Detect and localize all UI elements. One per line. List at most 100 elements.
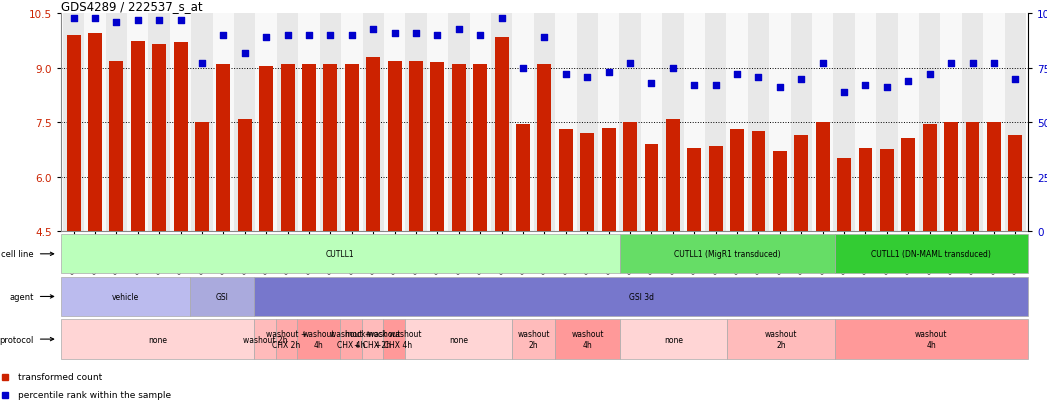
- Bar: [687, 148, 701, 231]
- Bar: [384, 14, 405, 231]
- Bar: [795, 135, 808, 231]
- Bar: [705, 14, 727, 231]
- Bar: [213, 14, 235, 231]
- Point: [878, 85, 895, 91]
- Point: [793, 76, 809, 83]
- Bar: [362, 14, 384, 231]
- Text: mock washout
+ CHX 2h: mock washout + CHX 2h: [344, 330, 400, 349]
- Point: [600, 70, 617, 76]
- Point: [364, 26, 381, 33]
- Bar: [598, 14, 620, 231]
- Text: washout
4h: washout 4h: [915, 330, 948, 349]
- Bar: [67, 36, 81, 231]
- Bar: [324, 65, 337, 231]
- Bar: [833, 14, 854, 231]
- Point: [750, 74, 766, 81]
- Point: [985, 61, 1002, 68]
- Bar: [577, 14, 598, 231]
- Bar: [61, 277, 190, 316]
- Bar: [727, 14, 748, 231]
- Point: [215, 33, 231, 39]
- Bar: [190, 277, 254, 316]
- Bar: [281, 65, 294, 231]
- Bar: [149, 14, 170, 231]
- Bar: [1008, 135, 1022, 231]
- Bar: [623, 123, 637, 231]
- Text: cell line: cell line: [1, 250, 34, 259]
- Bar: [366, 58, 380, 231]
- Bar: [276, 14, 298, 231]
- Bar: [192, 14, 213, 231]
- Bar: [876, 14, 897, 231]
- Bar: [340, 320, 361, 359]
- Bar: [580, 134, 595, 231]
- Bar: [1005, 14, 1026, 231]
- Bar: [127, 14, 149, 231]
- Bar: [430, 63, 444, 231]
- Point: [772, 85, 788, 91]
- Bar: [555, 320, 620, 359]
- Point: [708, 83, 725, 89]
- Bar: [620, 14, 641, 231]
- Bar: [752, 132, 765, 231]
- Bar: [473, 65, 487, 231]
- Text: vehicle: vehicle: [112, 292, 139, 301]
- Text: washout +
CHX 2h: washout + CHX 2h: [266, 330, 307, 349]
- Bar: [620, 235, 834, 274]
- Bar: [319, 14, 341, 231]
- Bar: [897, 14, 919, 231]
- Bar: [405, 320, 512, 359]
- Bar: [195, 123, 209, 231]
- Bar: [555, 14, 577, 231]
- Point: [343, 33, 360, 39]
- Bar: [512, 320, 555, 359]
- Text: washout
2h: washout 2h: [517, 330, 550, 349]
- Bar: [427, 14, 448, 231]
- Bar: [405, 14, 427, 231]
- Bar: [254, 320, 275, 359]
- Bar: [748, 14, 770, 231]
- Text: protocol: protocol: [0, 335, 34, 344]
- Bar: [602, 128, 616, 231]
- Bar: [235, 14, 255, 231]
- Bar: [275, 320, 297, 359]
- Bar: [491, 14, 512, 231]
- Bar: [859, 148, 872, 231]
- Bar: [61, 235, 620, 274]
- Point: [493, 16, 510, 22]
- Text: none: none: [664, 335, 683, 344]
- Point: [942, 61, 959, 68]
- Bar: [922, 125, 937, 231]
- Bar: [238, 119, 251, 231]
- Bar: [534, 14, 555, 231]
- Point: [472, 33, 489, 39]
- Bar: [341, 14, 362, 231]
- Point: [536, 35, 553, 42]
- Point: [665, 65, 682, 72]
- Point: [921, 72, 938, 78]
- Bar: [152, 45, 166, 231]
- Bar: [297, 320, 340, 359]
- Point: [964, 61, 981, 68]
- Bar: [987, 123, 1001, 231]
- Bar: [962, 14, 983, 231]
- Bar: [494, 38, 509, 231]
- Bar: [919, 14, 940, 231]
- Point: [900, 78, 917, 85]
- Bar: [217, 65, 230, 231]
- Point: [300, 33, 317, 39]
- Bar: [512, 14, 534, 231]
- Text: washout
4h: washout 4h: [303, 330, 335, 349]
- Point: [815, 61, 831, 68]
- Text: percentile rank within the sample: percentile rank within the sample: [19, 390, 172, 399]
- Bar: [944, 123, 958, 231]
- Point: [429, 33, 446, 39]
- Bar: [662, 14, 684, 231]
- Bar: [834, 320, 1028, 359]
- Bar: [940, 14, 962, 231]
- Text: GSI: GSI: [216, 292, 228, 301]
- Text: none: none: [148, 335, 166, 344]
- Point: [322, 33, 339, 39]
- Point: [407, 31, 424, 37]
- Point: [172, 18, 188, 24]
